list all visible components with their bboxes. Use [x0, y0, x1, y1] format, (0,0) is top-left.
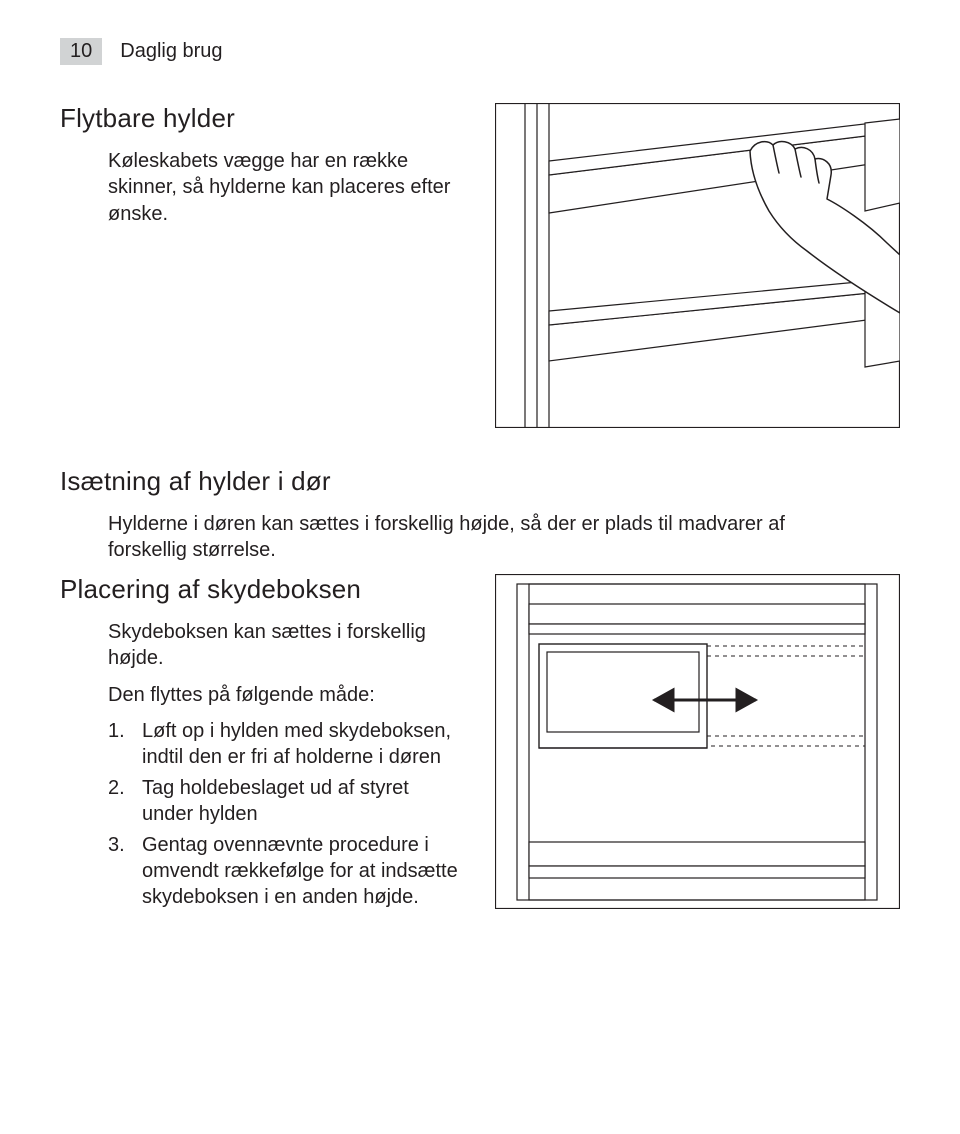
page-number-box: 10	[60, 38, 102, 65]
page-number: 10	[70, 40, 92, 62]
section3-steps: 1. Løft op i hylden med skydeboksen, ind…	[108, 718, 465, 911]
step-number: 2.	[108, 775, 128, 828]
page-header-title: Daglig brug	[120, 40, 222, 63]
page-header: 10 Daglig brug	[60, 38, 900, 65]
list-item: 1. Løft op i hylden med skydeboksen, ind…	[108, 718, 465, 771]
shelves-illustration-icon	[495, 103, 900, 428]
section2-paragraph: Hylderne i døren kan sættes i forskellig…	[108, 511, 868, 564]
row-section2: Isætning af hylder i dør Hylderne i døre…	[60, 466, 900, 564]
section2-heading: Isætning af hylder i dør	[60, 466, 900, 497]
row-section3: Placering af skydeboksen Skydeboksen kan…	[60, 574, 900, 915]
figure-shelves	[495, 103, 900, 428]
step-text: Tag holdebeslaget ud af styret under hyl…	[142, 775, 465, 828]
slidebox-illustration-icon	[495, 574, 900, 909]
section1-heading: Flytbare hylder	[60, 103, 465, 134]
list-item: 3. Gentag ovennævnte procedure i omvendt…	[108, 832, 465, 911]
step-number: 3.	[108, 832, 128, 911]
section3-intro2: Den flyttes på følgende måde:	[108, 682, 465, 708]
step-text: Løft op i hylden med skydeboksen, indtil…	[142, 718, 465, 771]
section1-paragraph: Køleskabets vægge har en række skinner, …	[108, 148, 465, 227]
section3-intro1: Skydeboksen kan sættes i forskellig højd…	[108, 619, 465, 672]
step-number: 1.	[108, 718, 128, 771]
list-item: 2. Tag holdebeslaget ud af styret under …	[108, 775, 465, 828]
section3-text: Placering af skydeboksen Skydeboksen kan…	[60, 574, 465, 915]
figure-slidebox	[495, 574, 900, 915]
section3-heading: Placering af skydeboksen	[60, 574, 465, 605]
step-text: Gentag ovennævnte procedure i omvendt ræ…	[142, 832, 465, 911]
row-section1: Flytbare hylder Køleskabets vægge har en…	[60, 103, 900, 428]
section1-text: Flytbare hylder Køleskabets vægge har en…	[60, 103, 465, 428]
